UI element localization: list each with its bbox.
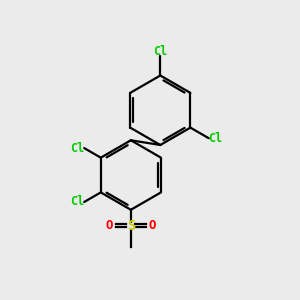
- Text: Cl: Cl: [153, 45, 167, 58]
- Text: O: O: [148, 220, 156, 232]
- Text: Cl: Cl: [70, 142, 84, 154]
- Text: Cl: Cl: [70, 196, 84, 208]
- Text: S: S: [127, 219, 135, 233]
- Text: O: O: [106, 220, 113, 232]
- Text: Cl: Cl: [208, 132, 222, 145]
